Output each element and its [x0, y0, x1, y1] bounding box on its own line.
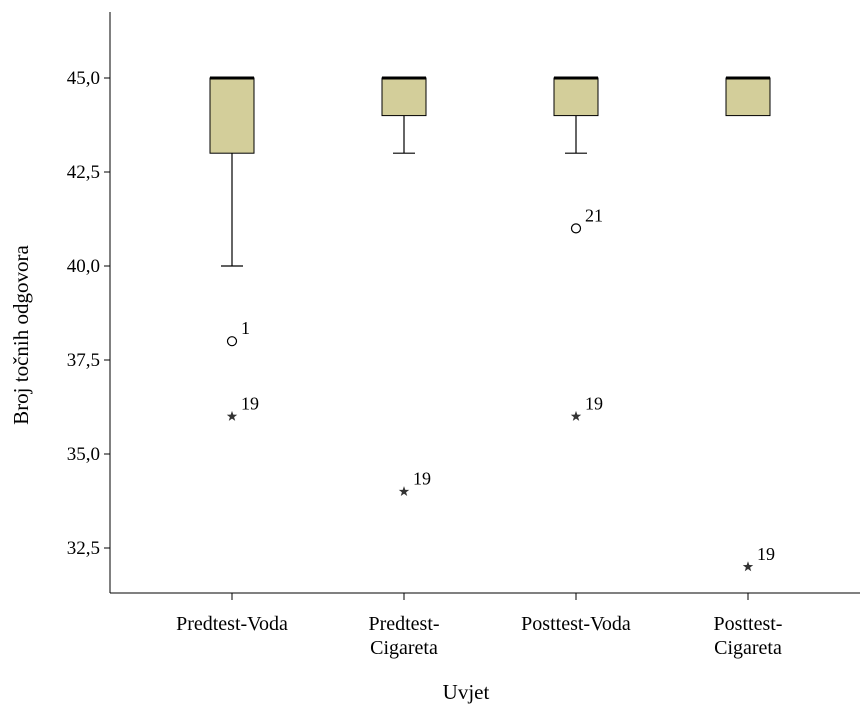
box-1	[209, 76, 255, 267]
box-iqr	[381, 77, 427, 117]
x-tick-label: Predtest-Voda	[176, 613, 288, 635]
box-iqr	[553, 77, 599, 117]
x-tick-label: Cigareta	[714, 637, 782, 659]
outlier-point: 19	[570, 393, 603, 421]
outlier-circle-marker	[570, 223, 582, 234]
outlier-circle-marker	[226, 336, 238, 347]
boxes	[209, 76, 771, 267]
y-tick-label: 32,5	[67, 538, 100, 559]
outlier-star-marker	[226, 410, 238, 421]
box-iqr	[725, 77, 771, 117]
y-tick-label: 42,5	[67, 162, 100, 183]
outlier-label: 19	[757, 544, 775, 564]
box-2	[381, 76, 427, 154]
outlier-label: 19	[413, 469, 431, 489]
outlier-star-marker	[570, 410, 582, 421]
outlier-point: 19	[398, 469, 431, 497]
x-tick-label: Posttest-Voda	[521, 613, 631, 635]
y-tick-label: 35,0	[67, 444, 100, 465]
outlier-point: 1	[226, 318, 250, 347]
box-4	[725, 76, 771, 117]
y-tick-label: 45,0	[67, 68, 100, 89]
y-tick-label: 37,5	[67, 350, 100, 371]
outlier-star-marker	[398, 486, 410, 497]
outlier-point: 19	[742, 544, 775, 572]
box-3	[553, 76, 599, 154]
outlier-label: 19	[241, 393, 259, 413]
y-axis-title: Broj točnih odgovora	[9, 245, 33, 425]
x-tick-label: Predtest-	[368, 613, 439, 635]
y-tick-label: 40,0	[67, 256, 100, 277]
outliers: 1 19 19 21 19 19	[226, 205, 775, 572]
x-ticks: Predtest-Voda Predtest-CigaretaPosttest-V…	[176, 593, 782, 659]
y-ticks: 32,5 35,0 37,5 40,0 42,5 45,0	[67, 68, 110, 559]
box-iqr	[209, 77, 255, 154]
outlier-label: 1	[241, 318, 250, 338]
outlier-label: 19	[585, 393, 603, 413]
outlier-point: 19	[226, 393, 259, 421]
x-tick-label: Posttest-	[714, 613, 783, 635]
outlier-star-marker	[742, 561, 754, 572]
x-axis-title: Uvjet	[443, 680, 490, 704]
x-tick-label: Cigareta	[370, 637, 438, 659]
outlier-point: 21	[570, 205, 603, 234]
outlier-label: 21	[585, 205, 603, 225]
